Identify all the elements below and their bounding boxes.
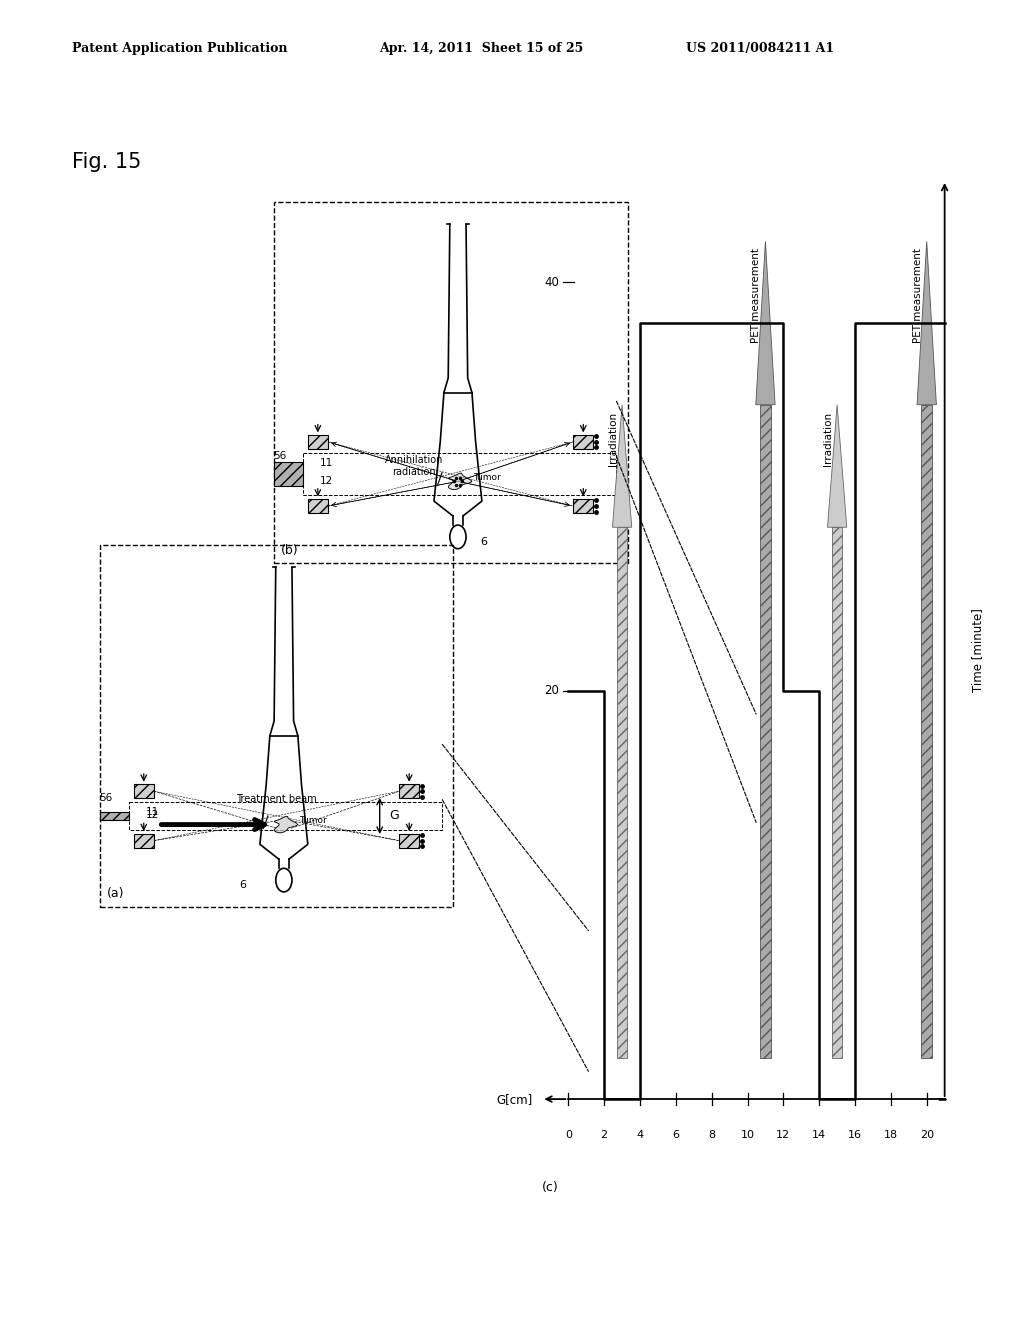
Text: 14: 14: [812, 1130, 826, 1139]
Polygon shape: [274, 816, 298, 833]
Text: (c): (c): [542, 1181, 558, 1193]
Bar: [133, 784, 154, 799]
Text: Irradiation: Irradiation: [608, 412, 618, 466]
Text: 18: 18: [884, 1130, 898, 1139]
Text: 56: 56: [99, 793, 113, 803]
Polygon shape: [918, 242, 936, 405]
Text: 0: 0: [565, 1130, 571, 1139]
Bar: [133, 834, 154, 847]
Text: (b): (b): [281, 544, 299, 557]
Text: Fig. 15: Fig. 15: [72, 152, 141, 172]
Bar: [307, 434, 328, 449]
Bar: [922, 405, 932, 1059]
Text: PET measurement: PET measurement: [912, 248, 923, 343]
Bar: [399, 784, 420, 799]
Text: 2: 2: [601, 1130, 607, 1139]
Text: Time [minute]: Time [minute]: [972, 607, 984, 692]
Text: G: G: [389, 809, 398, 822]
Polygon shape: [756, 242, 775, 405]
Polygon shape: [449, 473, 472, 490]
Text: 6: 6: [673, 1130, 679, 1139]
Bar: [831, 527, 843, 1059]
Text: Tumor: Tumor: [299, 816, 327, 825]
Text: 6: 6: [240, 880, 247, 890]
Text: G[cm]: G[cm]: [497, 1093, 532, 1106]
Text: Patent Application Publication: Patent Application Publication: [72, 42, 287, 55]
Bar: [573, 434, 594, 449]
Bar: [573, 499, 594, 513]
Text: Tumor: Tumor: [473, 473, 501, 482]
Text: 10: 10: [740, 1130, 755, 1139]
Text: 6: 6: [480, 537, 487, 546]
Text: 16: 16: [848, 1130, 862, 1139]
Text: (a): (a): [106, 887, 124, 900]
Text: Apr. 14, 2011  Sheet 15 of 25: Apr. 14, 2011 Sheet 15 of 25: [379, 42, 583, 55]
Text: 56: 56: [273, 451, 287, 461]
Text: 40: 40: [545, 276, 559, 289]
Bar: [760, 405, 771, 1059]
Text: 20: 20: [545, 684, 559, 697]
Text: PET measurement: PET measurement: [752, 248, 762, 343]
Bar: [399, 834, 420, 847]
Text: 11: 11: [145, 808, 159, 817]
Polygon shape: [612, 405, 632, 527]
Text: Irradiation: Irradiation: [823, 412, 834, 466]
Polygon shape: [827, 405, 847, 527]
Text: 11: 11: [319, 458, 333, 467]
Bar: [273, 462, 303, 486]
Text: 12: 12: [776, 1130, 791, 1139]
Text: Annihilation
radiation: Annihilation radiation: [384, 455, 443, 477]
Text: 8: 8: [709, 1130, 715, 1139]
Text: 20: 20: [920, 1130, 934, 1139]
Bar: [99, 812, 129, 820]
Bar: [616, 527, 628, 1059]
Text: US 2011/0084211 A1: US 2011/0084211 A1: [686, 42, 835, 55]
Bar: [307, 499, 328, 513]
Text: 12: 12: [145, 810, 159, 821]
Text: 12: 12: [319, 477, 333, 486]
Text: 4: 4: [637, 1130, 643, 1139]
Text: Treatment beam: Treatment beam: [237, 793, 316, 804]
